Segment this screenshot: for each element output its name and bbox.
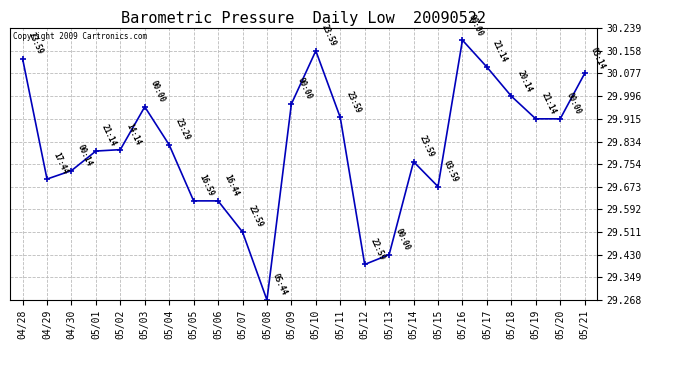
Text: 00:00: 00:00 xyxy=(466,13,484,38)
Text: 23:59: 23:59 xyxy=(320,23,338,48)
Text: 00:00: 00:00 xyxy=(149,79,167,104)
Text: 23:59: 23:59 xyxy=(417,134,435,159)
Text: 14:14: 14:14 xyxy=(124,122,142,147)
Text: 22:59: 22:59 xyxy=(369,237,387,262)
Text: 23:59: 23:59 xyxy=(27,31,45,56)
Text: 22:59: 22:59 xyxy=(246,204,264,229)
Text: 21:14: 21:14 xyxy=(540,91,558,116)
Text: 03:59: 03:59 xyxy=(442,159,460,184)
Text: 21:14: 21:14 xyxy=(491,39,509,64)
Text: 17:44: 17:44 xyxy=(51,152,69,176)
Text: 00:00: 00:00 xyxy=(295,76,313,101)
Text: 16:59: 16:59 xyxy=(198,173,216,198)
Text: 03:14: 03:14 xyxy=(589,46,607,71)
Text: 00:00: 00:00 xyxy=(393,227,411,252)
Text: 05:44: 05:44 xyxy=(271,273,289,297)
Text: 21:14: 21:14 xyxy=(100,123,118,148)
Title: Barometric Pressure  Daily Low  20090522: Barometric Pressure Daily Low 20090522 xyxy=(121,10,486,26)
Text: 16:44: 16:44 xyxy=(222,173,240,198)
Text: 00:00: 00:00 xyxy=(564,91,582,116)
Text: 20:14: 20:14 xyxy=(515,69,533,93)
Text: 23:29: 23:29 xyxy=(173,117,191,142)
Text: Copyright 2009 Cartronics.com: Copyright 2009 Cartronics.com xyxy=(13,32,148,41)
Text: 00:14: 00:14 xyxy=(76,143,94,168)
Text: 23:59: 23:59 xyxy=(344,90,362,115)
